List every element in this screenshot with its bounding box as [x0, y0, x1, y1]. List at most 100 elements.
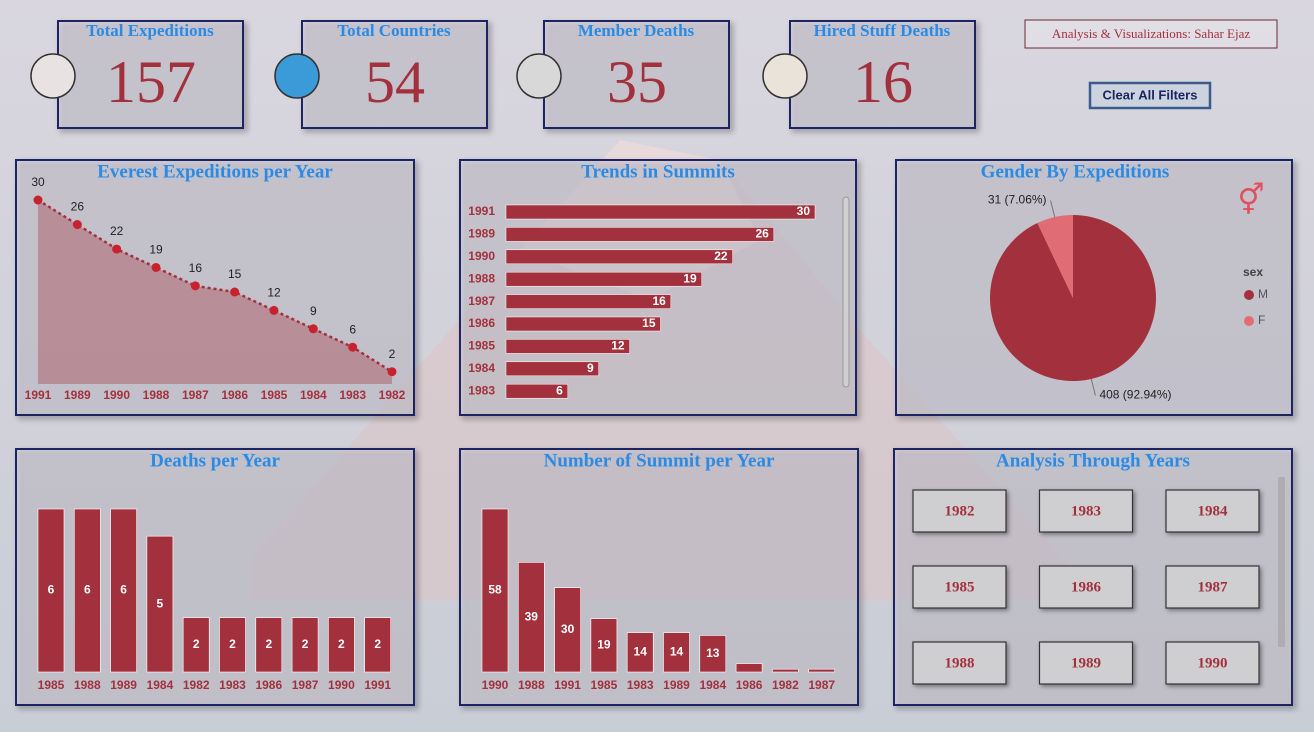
bar — [505, 316, 661, 332]
bar — [699, 635, 727, 673]
x-tick-label: 1985 — [38, 678, 65, 692]
slicer-item-label[interactable]: 1987 — [1198, 579, 1229, 595]
slicer-item-label[interactable]: 1985 — [945, 579, 975, 595]
kpi-icon — [762, 53, 808, 99]
y-tick-label: 1983 — [468, 383, 495, 397]
credit: Analysis & Visualizations: Sahar Ejaz — [1052, 26, 1251, 41]
data-label: 12 — [267, 286, 281, 300]
bar — [505, 249, 733, 265]
kpi-value: 157 — [106, 49, 196, 115]
panel — [543, 20, 730, 129]
data-label: 6 — [349, 322, 356, 336]
x-tick-label: 1986 — [736, 678, 763, 692]
point — [230, 287, 240, 297]
data-label: 5 — [157, 596, 164, 610]
bar — [364, 617, 392, 673]
point — [387, 367, 397, 377]
credit-box — [1024, 19, 1278, 49]
point — [348, 342, 358, 352]
slicer-item[interactable] — [1038, 565, 1134, 609]
data-label: 30 — [797, 204, 811, 218]
slicer-item-label[interactable]: 1988 — [945, 655, 975, 671]
bar — [505, 361, 599, 377]
slicer-item-label[interactable]: 1984 — [1198, 503, 1229, 519]
data-label: 30 — [31, 175, 45, 189]
x-tick-label: 1991 — [25, 388, 52, 402]
slicer-item-label[interactable]: 1982 — [945, 503, 975, 519]
bar — [517, 562, 545, 673]
x-tick-label: 1986 — [255, 678, 282, 692]
bar — [291, 617, 319, 673]
bar — [74, 508, 101, 673]
data-label: 13 — [706, 646, 720, 660]
legend-label: M — [1258, 287, 1268, 301]
point — [72, 220, 82, 230]
scrollbar — [842, 196, 850, 388]
data-label: 14 — [634, 644, 648, 658]
bar — [505, 227, 775, 242]
kpi-icon — [30, 53, 76, 99]
slicer-item-label[interactable]: 1986 — [1071, 579, 1102, 595]
slicer-item[interactable] — [1038, 641, 1134, 685]
panel — [301, 20, 488, 129]
data-label: 26 — [755, 227, 769, 241]
data-label: 6 — [48, 583, 55, 597]
data-label: 16 — [652, 294, 666, 308]
data-label: 31 (7.06%) — [988, 193, 1047, 207]
chart-title: Deaths per Year — [150, 450, 280, 471]
area — [38, 200, 392, 384]
bar — [626, 632, 654, 673]
y-tick-label: 1988 — [468, 271, 495, 285]
slicer-item-label[interactable]: 1983 — [1071, 503, 1101, 519]
data-label: 22 — [110, 224, 124, 238]
data-label: 26 — [71, 200, 85, 214]
slicer-item[interactable] — [912, 565, 1007, 609]
panel — [789, 20, 976, 129]
legend-marker — [1244, 316, 1254, 326]
legend-title: sex — [1243, 265, 1263, 279]
point — [190, 281, 200, 291]
data-label: 2 — [265, 637, 272, 651]
data-label: 12 — [611, 339, 625, 353]
x-tick-label: 1988 — [143, 388, 170, 402]
data-label: 6 — [556, 383, 563, 397]
point — [308, 324, 318, 334]
slicer-item[interactable] — [912, 641, 1007, 685]
bar — [146, 535, 174, 673]
slicer-item-label[interactable]: 1989 — [1071, 655, 1101, 671]
slicer-title: Analysis Through Years — [996, 450, 1190, 471]
panel — [15, 159, 415, 416]
slicer-item[interactable] — [1038, 489, 1134, 533]
bar — [481, 508, 509, 673]
clear-button-label[interactable]: Clear All Filters — [1103, 87, 1198, 102]
clear-button[interactable] — [1088, 81, 1212, 110]
x-tick-label: 1985 — [261, 388, 288, 402]
bar — [505, 271, 702, 287]
line — [37, 198, 393, 373]
kpi-label: Total Expeditions — [86, 21, 214, 40]
kpi-icon — [516, 53, 562, 99]
chart-title: Gender By Expeditions — [981, 161, 1170, 182]
bar — [328, 617, 355, 673]
kpi-value: 54 — [365, 49, 425, 115]
slicer-item[interactable] — [1165, 641, 1260, 685]
slicer-item[interactable] — [1165, 565, 1260, 609]
bar — [505, 204, 816, 220]
x-tick-label: 1990 — [328, 678, 355, 692]
bar — [505, 294, 672, 309]
bar — [219, 617, 246, 673]
legend-label: F — [1258, 313, 1265, 327]
x-tick-label: 1984 — [300, 388, 327, 402]
slicer-item-label[interactable]: 1990 — [1198, 655, 1228, 671]
kpi-value: 35 — [607, 49, 667, 115]
slicer-item[interactable] — [912, 489, 1007, 533]
x-tick-label: 1982 — [772, 678, 799, 692]
x-tick-label: 1983 — [219, 678, 246, 692]
kpi-label: Total Countries — [337, 21, 451, 40]
slicer-item[interactable] — [1165, 489, 1260, 533]
x-tick-label: 1982 — [183, 678, 210, 692]
kpi-value: 16 — [853, 49, 913, 115]
y-tick-label: 1987 — [468, 294, 495, 308]
data-label: 15 — [642, 316, 656, 330]
